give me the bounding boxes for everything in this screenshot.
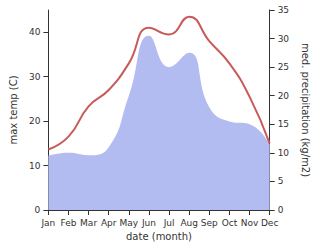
svg-text:date (month): date (month) — [126, 231, 192, 242]
svg-text:40: 40 — [29, 27, 41, 37]
svg-text:max temp (C): max temp (C) — [8, 75, 19, 144]
svg-text:20: 20 — [278, 91, 290, 101]
svg-text:10: 10 — [278, 148, 290, 158]
svg-text:Mar: Mar — [80, 218, 97, 228]
svg-text:Jun: Jun — [141, 218, 156, 228]
svg-text:0: 0 — [35, 205, 41, 215]
svg-text:Aug: Aug — [180, 218, 198, 228]
svg-text:30: 30 — [29, 72, 41, 82]
svg-text:25: 25 — [278, 62, 289, 72]
svg-text:Apr: Apr — [101, 218, 117, 228]
svg-text:5: 5 — [278, 176, 284, 186]
svg-text:Jan: Jan — [40, 218, 55, 228]
svg-text:May: May — [120, 218, 139, 228]
svg-text:Nov: Nov — [241, 218, 259, 228]
svg-text:Oct: Oct — [222, 218, 238, 228]
svg-text:Dec: Dec — [261, 218, 278, 228]
svg-text:10: 10 — [29, 161, 41, 171]
svg-text:0: 0 — [278, 205, 284, 215]
svg-text:35: 35 — [278, 5, 289, 15]
svg-text:Sep: Sep — [201, 218, 218, 228]
svg-text:med. precipitation (kg/m2): med. precipitation (kg/m2) — [300, 43, 311, 177]
svg-text:15: 15 — [278, 119, 289, 129]
svg-text:Jul: Jul — [163, 218, 175, 228]
svg-text:20: 20 — [29, 116, 41, 126]
svg-text:30: 30 — [278, 34, 290, 44]
svg-text:Feb: Feb — [61, 218, 77, 228]
